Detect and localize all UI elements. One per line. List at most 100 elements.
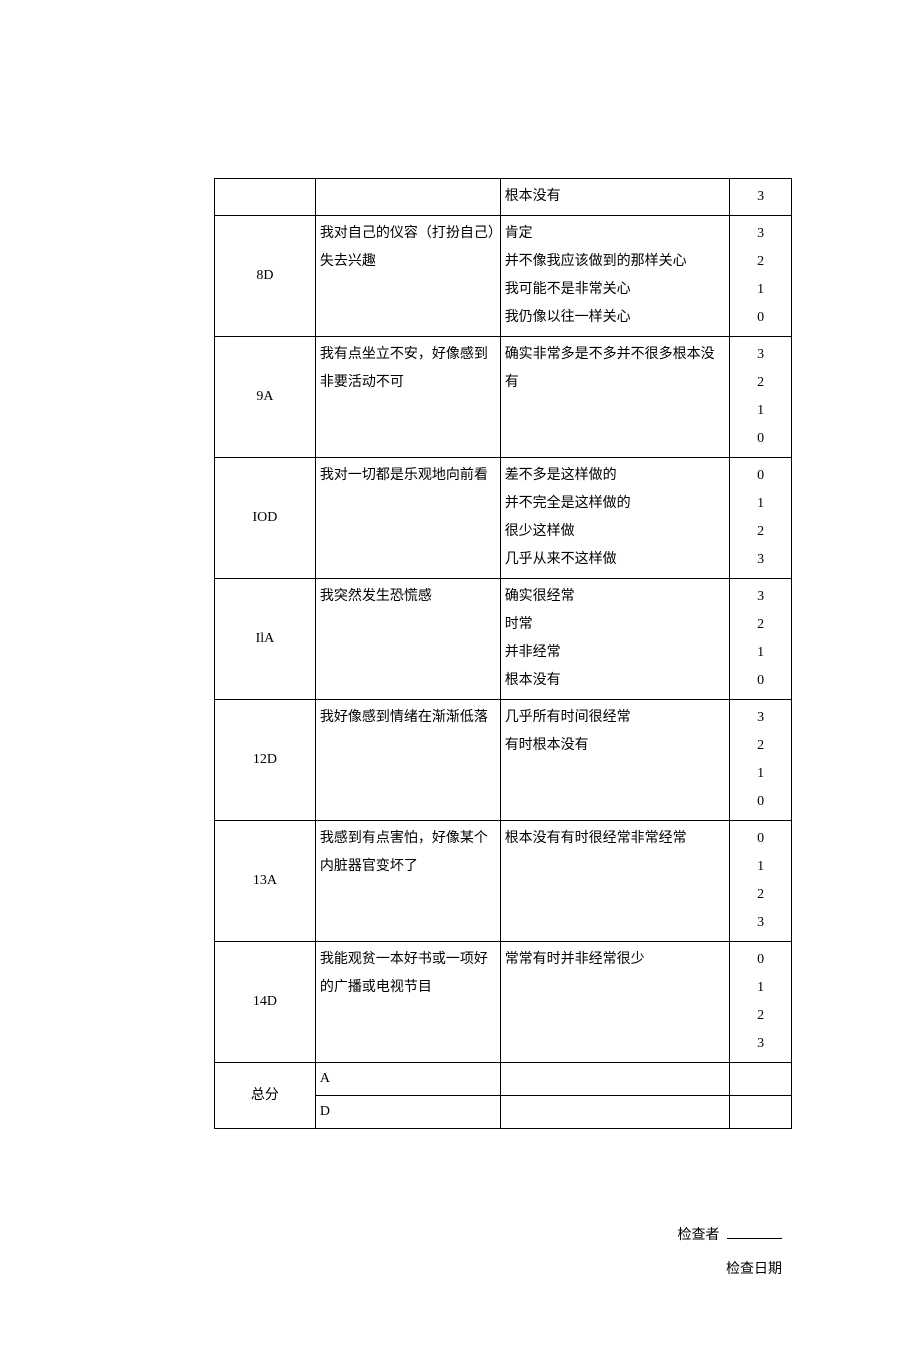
score-value: 3 xyxy=(734,909,787,937)
date-label: 检查日期 xyxy=(726,1262,782,1277)
inspector-label: 检查者 xyxy=(678,1228,720,1243)
option-text: 很少这样做 xyxy=(505,518,726,546)
table-body: 根本没有 3 8D 我对自己的仪容（打扮自己）失去兴趣 肯定 并不像我应该做到的… xyxy=(215,179,792,1129)
table-row: 14D 我能观贫一本好书或一项好的广播或电视节目 常常有时并非经常很少 0 1 … xyxy=(215,942,792,1063)
score-value: 2 xyxy=(734,881,787,909)
score-value: 3 xyxy=(734,546,787,574)
inspector-line: 检查者 xyxy=(214,1219,782,1253)
options-cell: 几乎所有时间很经常 有时根本没有 xyxy=(500,700,730,821)
option-text: 常常有时并非经常很少 xyxy=(505,946,726,974)
code-cell: 8D xyxy=(215,216,316,337)
scores-cell: 3 2 1 0 xyxy=(730,216,792,337)
table-row: 9A 我有点坐立不安，好像感到非要活动不可 确实非常多是不多并不很多根本没有 3… xyxy=(215,337,792,458)
code-cell: 12D xyxy=(215,700,316,821)
table-row: 根本没有 3 xyxy=(215,179,792,216)
questionnaire-table: 根本没有 3 8D 我对自己的仪容（打扮自己）失去兴趣 肯定 并不像我应该做到的… xyxy=(214,178,792,1129)
table-row: 12D 我好像感到情绪在渐渐低落 几乎所有时间很经常 有时根本没有 3 2 1 … xyxy=(215,700,792,821)
score-value: 3 xyxy=(734,220,787,248)
option-text: 差不多是这样做的 xyxy=(505,462,726,490)
footer: 检查者 检查日期 xyxy=(214,1219,792,1286)
total-sub-a: A xyxy=(315,1063,500,1096)
score-value: 2 xyxy=(734,611,787,639)
total-score-a xyxy=(730,1063,792,1096)
score-value: 0 xyxy=(734,304,787,332)
option-text: 几乎所有时间很经常 xyxy=(505,704,726,732)
total-value-a xyxy=(500,1063,730,1096)
total-value-d xyxy=(500,1096,730,1129)
options-cell: 常常有时并非经常很少 xyxy=(500,942,730,1063)
code-cell: 9A xyxy=(215,337,316,458)
scores-cell: 3 2 1 0 xyxy=(730,337,792,458)
question-cell: 我对自己的仪容（打扮自己）失去兴趣 xyxy=(315,216,500,337)
total-label-cell: 总分 xyxy=(215,1063,316,1129)
score-value: 2 xyxy=(734,248,787,276)
score-value: 3 xyxy=(734,341,787,369)
score-value: 3 xyxy=(734,183,787,211)
code-cell: 14D xyxy=(215,942,316,1063)
scores-cell: 0 1 2 3 xyxy=(730,942,792,1063)
options-cell: 确实很经常 时常 并非经常 根本没有 xyxy=(500,579,730,700)
code-cell: 13A xyxy=(215,821,316,942)
scores-cell: 0 1 2 3 xyxy=(730,458,792,579)
score-value: 0 xyxy=(734,462,787,490)
score-value: 2 xyxy=(734,732,787,760)
score-value: 1 xyxy=(734,490,787,518)
score-value: 1 xyxy=(734,276,787,304)
question-cell: 我突然发生恐慌感 xyxy=(315,579,500,700)
score-value: 2 xyxy=(734,1002,787,1030)
option-text: 根本没有 xyxy=(505,667,726,695)
table-row: IlA 我突然发生恐慌感 确实很经常 时常 并非经常 根本没有 3 2 1 0 xyxy=(215,579,792,700)
score-value: 1 xyxy=(734,397,787,425)
score-value: 0 xyxy=(734,425,787,453)
score-value: 2 xyxy=(734,369,787,397)
code-cell xyxy=(215,179,316,216)
option-text: 几乎从来不这样做 xyxy=(505,546,726,574)
options-cell: 肯定 并不像我应该做到的那样关心 我可能不是非常关心 我仍像以往一样关心 xyxy=(500,216,730,337)
total-row-a: 总分 A xyxy=(215,1063,792,1096)
score-value: 0 xyxy=(734,825,787,853)
score-value: 0 xyxy=(734,946,787,974)
option-text: 有时根本没有 xyxy=(505,732,726,760)
score-value: 1 xyxy=(734,760,787,788)
inspector-blank xyxy=(727,1225,782,1239)
scores-cell: 3 2 1 0 xyxy=(730,579,792,700)
option-text: 并非经常 xyxy=(505,639,726,667)
options-cell: 确实非常多是不多并不很多根本没有 xyxy=(500,337,730,458)
score-value: 0 xyxy=(734,788,787,816)
question-cell: 我有点坐立不安，好像感到非要活动不可 xyxy=(315,337,500,458)
option-text: 确实很经常 xyxy=(505,583,726,611)
score-value: 3 xyxy=(734,704,787,732)
score-value: 1 xyxy=(734,853,787,881)
option-text: 确实非常多是不多并不很多根本没有 xyxy=(505,341,726,397)
score-value: 2 xyxy=(734,518,787,546)
question-cell: 我对一切都是乐观地向前看 xyxy=(315,458,500,579)
option-text: 时常 xyxy=(505,611,726,639)
options-cell: 根本没有有时很经常非常经常 xyxy=(500,821,730,942)
scores-cell: 3 xyxy=(730,179,792,216)
total-score-d xyxy=(730,1096,792,1129)
question-cell: 我感到有点害怕，好像某个内脏器官变坏了 xyxy=(315,821,500,942)
option-text: 根本没有有时很经常非常经常 xyxy=(505,825,726,853)
table-row: IOD 我对一切都是乐观地向前看 差不多是这样做的 并不完全是这样做的 很少这样… xyxy=(215,458,792,579)
score-value: 1 xyxy=(734,639,787,667)
code-cell: IOD xyxy=(215,458,316,579)
total-sub-d: D xyxy=(315,1096,500,1129)
score-value: 3 xyxy=(734,583,787,611)
options-cell: 根本没有 xyxy=(500,179,730,216)
option-text: 肯定 xyxy=(505,220,726,248)
date-line: 检查日期 xyxy=(214,1253,782,1287)
scores-cell: 3 2 1 0 xyxy=(730,700,792,821)
question-cell: 我好像感到情绪在渐渐低落 xyxy=(315,700,500,821)
score-value: 3 xyxy=(734,1030,787,1058)
question-cell xyxy=(315,179,500,216)
option-text: 并不像我应该做到的那样关心 xyxy=(505,248,726,276)
option-text: 并不完全是这样做的 xyxy=(505,490,726,518)
code-cell: IlA xyxy=(215,579,316,700)
score-value: 0 xyxy=(734,667,787,695)
question-cell: 我能观贫一本好书或一项好的广播或电视节目 xyxy=(315,942,500,1063)
table-row: 13A 我感到有点害怕，好像某个内脏器官变坏了 根本没有有时很经常非常经常 0 … xyxy=(215,821,792,942)
scores-cell: 0 1 2 3 xyxy=(730,821,792,942)
option-text: 我可能不是非常关心 xyxy=(505,276,726,304)
option-text: 我仍像以往一样关心 xyxy=(505,304,726,332)
table-row: 8D 我对自己的仪容（打扮自己）失去兴趣 肯定 并不像我应该做到的那样关心 我可… xyxy=(215,216,792,337)
